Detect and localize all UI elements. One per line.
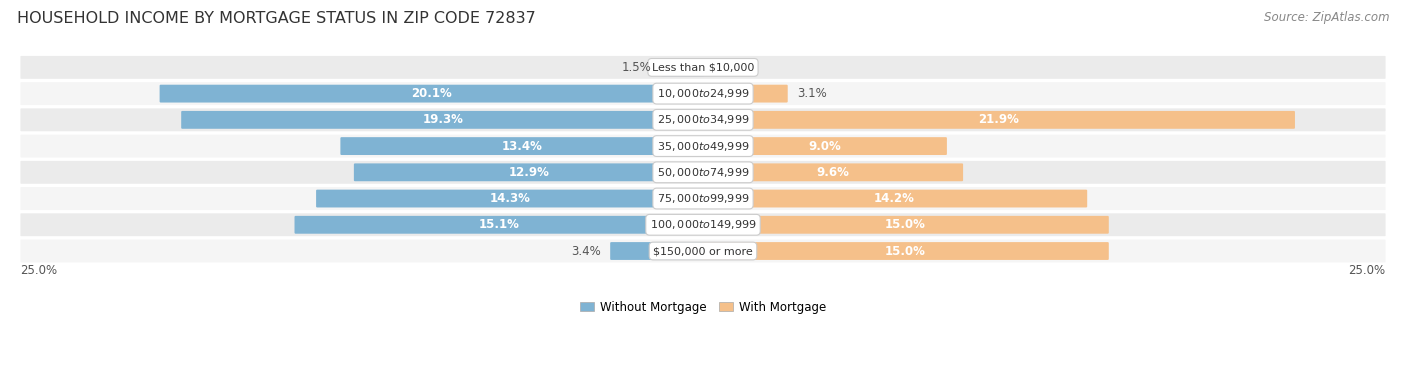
Legend: Without Mortgage, With Mortgage: Without Mortgage, With Mortgage: [575, 296, 831, 318]
FancyBboxPatch shape: [340, 137, 704, 155]
FancyBboxPatch shape: [354, 163, 704, 181]
Text: 14.3%: 14.3%: [489, 192, 530, 205]
Text: 12.9%: 12.9%: [509, 166, 550, 179]
Text: 14.2%: 14.2%: [875, 192, 915, 205]
Text: 3.4%: 3.4%: [571, 245, 600, 257]
Text: $150,000 or more: $150,000 or more: [654, 246, 752, 256]
Text: 15.0%: 15.0%: [884, 245, 925, 257]
Text: 25.0%: 25.0%: [1348, 264, 1385, 277]
FancyBboxPatch shape: [20, 160, 1386, 185]
Text: $75,000 to $99,999: $75,000 to $99,999: [657, 192, 749, 205]
Text: 21.9%: 21.9%: [979, 113, 1019, 126]
Text: 3.1%: 3.1%: [797, 87, 827, 100]
FancyBboxPatch shape: [160, 85, 704, 102]
FancyBboxPatch shape: [20, 238, 1386, 264]
Text: 19.3%: 19.3%: [422, 113, 463, 126]
Text: 20.1%: 20.1%: [412, 87, 453, 100]
FancyBboxPatch shape: [20, 186, 1386, 211]
FancyBboxPatch shape: [20, 212, 1386, 238]
FancyBboxPatch shape: [661, 59, 704, 76]
FancyBboxPatch shape: [20, 133, 1386, 159]
Text: 9.0%: 9.0%: [808, 139, 841, 153]
Text: $100,000 to $149,999: $100,000 to $149,999: [650, 218, 756, 231]
FancyBboxPatch shape: [294, 216, 704, 234]
FancyBboxPatch shape: [316, 190, 704, 208]
Text: 25.0%: 25.0%: [21, 264, 58, 277]
Text: 13.4%: 13.4%: [502, 139, 543, 153]
FancyBboxPatch shape: [702, 137, 946, 155]
Text: $35,000 to $49,999: $35,000 to $49,999: [657, 139, 749, 153]
FancyBboxPatch shape: [20, 107, 1386, 133]
FancyBboxPatch shape: [181, 111, 704, 129]
Text: $10,000 to $24,999: $10,000 to $24,999: [657, 87, 749, 100]
Text: Source: ZipAtlas.com: Source: ZipAtlas.com: [1264, 11, 1389, 24]
FancyBboxPatch shape: [20, 54, 1386, 80]
Text: Less than $10,000: Less than $10,000: [652, 62, 754, 72]
FancyBboxPatch shape: [702, 85, 787, 102]
Text: 1.5%: 1.5%: [621, 61, 652, 74]
FancyBboxPatch shape: [702, 163, 963, 181]
FancyBboxPatch shape: [702, 190, 1087, 208]
Text: $25,000 to $34,999: $25,000 to $34,999: [657, 113, 749, 126]
FancyBboxPatch shape: [610, 242, 704, 260]
Text: 15.0%: 15.0%: [884, 218, 925, 231]
Text: 9.6%: 9.6%: [815, 166, 849, 179]
Text: 15.1%: 15.1%: [479, 218, 520, 231]
FancyBboxPatch shape: [702, 216, 1109, 234]
FancyBboxPatch shape: [20, 81, 1386, 107]
Text: $50,000 to $74,999: $50,000 to $74,999: [657, 166, 749, 179]
Text: HOUSEHOLD INCOME BY MORTGAGE STATUS IN ZIP CODE 72837: HOUSEHOLD INCOME BY MORTGAGE STATUS IN Z…: [17, 11, 536, 26]
FancyBboxPatch shape: [702, 242, 1109, 260]
FancyBboxPatch shape: [702, 111, 1295, 129]
